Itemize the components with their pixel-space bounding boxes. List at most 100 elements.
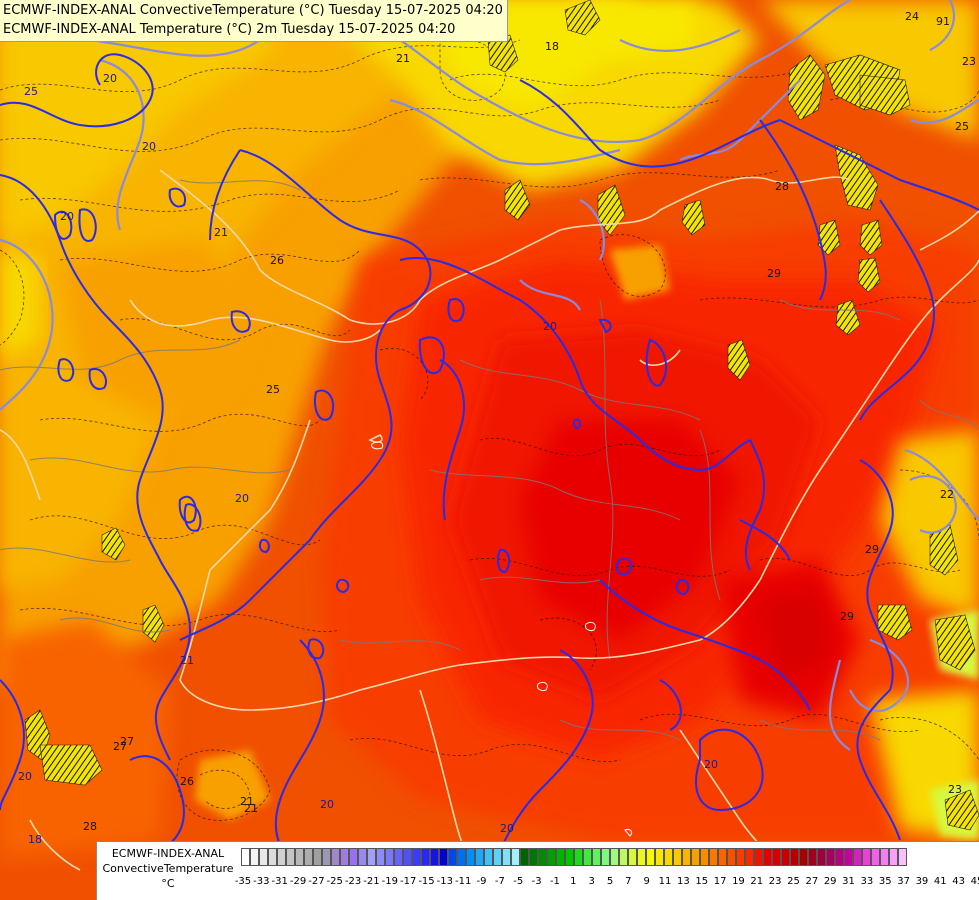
legend-tick: -23 bbox=[344, 876, 362, 887]
contour-label: 20 bbox=[704, 758, 718, 771]
legend-tick: 23 bbox=[768, 876, 782, 887]
legend-swatch bbox=[565, 848, 574, 866]
legend-tick: -21 bbox=[363, 876, 380, 887]
legend-swatch bbox=[439, 848, 448, 866]
legend-swatch bbox=[790, 848, 799, 866]
legend-swatch bbox=[880, 848, 889, 866]
legend-swatch bbox=[277, 848, 286, 866]
contour-label: 21 bbox=[244, 802, 258, 815]
legend-tick: -13 bbox=[436, 876, 454, 887]
contour-label: 25 bbox=[24, 85, 38, 98]
convective-temperature-dashed-contours bbox=[0, 37, 979, 821]
legend-tick: 13 bbox=[677, 876, 690, 887]
contour-label: 21 bbox=[214, 226, 228, 239]
map-title-line: ECMWF-INDEX-ANAL Temperature (°C) 2m Tue… bbox=[3, 22, 456, 37]
contour-label: 29 bbox=[840, 610, 854, 623]
legend-tick: -7 bbox=[494, 876, 505, 887]
legend-swatch bbox=[250, 848, 259, 866]
legend-swatch bbox=[268, 848, 277, 866]
legend-tick: 25 bbox=[787, 876, 800, 887]
legend-tick: -35 bbox=[234, 876, 252, 887]
legend-tick: -33 bbox=[253, 876, 270, 887]
legend-tick: -19 bbox=[381, 876, 398, 887]
legend-swatch bbox=[331, 848, 340, 866]
legend-swatch bbox=[394, 848, 403, 866]
contour-label: 20 bbox=[60, 210, 74, 223]
legend-tick: 21 bbox=[750, 876, 764, 887]
contour-label: 20 bbox=[543, 320, 557, 333]
legend-tick: 33 bbox=[860, 876, 874, 887]
contour-label: 28 bbox=[83, 820, 97, 833]
contour-label: 20 bbox=[235, 492, 249, 505]
country-borders bbox=[0, 169, 979, 871]
contour-label: 18 bbox=[28, 833, 42, 846]
contour-label: 20 bbox=[142, 140, 156, 153]
legend-tick: -1 bbox=[549, 876, 560, 887]
legend-swatch bbox=[610, 848, 619, 866]
contour-label: 29 bbox=[767, 267, 781, 280]
legend-tick: 43 bbox=[952, 876, 966, 887]
legend-swatch bbox=[349, 848, 358, 866]
contour-label: 28 bbox=[775, 180, 789, 193]
legend-tick: 17 bbox=[713, 876, 727, 887]
legend-tick: -31 bbox=[271, 876, 288, 887]
legend-swatch bbox=[835, 848, 844, 866]
legend-swatch bbox=[574, 848, 583, 866]
legend-swatch bbox=[376, 848, 385, 866]
legend-swatch bbox=[727, 848, 736, 866]
contour-label: 25 bbox=[266, 383, 280, 396]
small-white-contours bbox=[371, 441, 633, 837]
legend-swatch bbox=[817, 848, 826, 866]
legend-swatch bbox=[772, 848, 781, 866]
legend-swatch bbox=[673, 848, 682, 866]
legend-tick: 35 bbox=[878, 876, 892, 887]
temperature-2m-contours bbox=[0, 53, 979, 861]
contour-labels: 25 20 20 21 26 25 20 20 24 23 25 28 29 2… bbox=[18, 10, 976, 846]
legend-swatch bbox=[457, 848, 466, 866]
legend-swatch bbox=[286, 848, 295, 866]
admin-borders bbox=[0, 179, 979, 741]
legend-swatch bbox=[808, 848, 817, 866]
legend-swatch bbox=[646, 848, 655, 866]
contour-label: 29 bbox=[865, 543, 879, 556]
legend-swatch bbox=[502, 848, 511, 866]
map-title-line: ECMWF-INDEX-ANAL ConvectiveTemperature (… bbox=[3, 3, 503, 18]
contour-label: 21 bbox=[180, 654, 194, 667]
legend-swatch bbox=[313, 848, 322, 866]
legend-swatch bbox=[367, 848, 376, 866]
legend-swatch bbox=[799, 848, 808, 866]
color-legend: ECMWF-INDEX-ANAL ConvectiveTemperature °… bbox=[96, 841, 979, 900]
legend-swatch bbox=[655, 848, 664, 866]
legend-tick: 29 bbox=[823, 876, 837, 887]
legend-tick: 7 bbox=[625, 876, 632, 887]
contour-label: 27 bbox=[113, 740, 127, 753]
legend-swatch bbox=[259, 848, 268, 866]
legend-swatch bbox=[403, 848, 412, 866]
legend-tick: -27 bbox=[308, 876, 325, 887]
legend-swatch bbox=[241, 848, 250, 866]
legend-swatch bbox=[430, 848, 439, 866]
contour-label: 20 bbox=[500, 822, 514, 835]
legend-tick: -17 bbox=[399, 876, 417, 887]
legend-swatch bbox=[304, 848, 313, 866]
contour-label: 20 bbox=[320, 798, 334, 811]
contour-label: 25 bbox=[955, 120, 969, 133]
legend-tick: 9 bbox=[643, 876, 650, 887]
legend-tick: 41 bbox=[933, 876, 947, 887]
legend-swatch bbox=[889, 848, 898, 866]
legend-tick: -25 bbox=[326, 876, 343, 887]
legend-tick: -9 bbox=[476, 876, 487, 887]
legend-label-line: ECMWF-INDEX-ANAL bbox=[111, 847, 225, 860]
legend-swatch bbox=[547, 848, 556, 866]
legend-swatch bbox=[529, 848, 538, 866]
legend-swatch bbox=[637, 848, 646, 866]
legend-tick: 19 bbox=[732, 876, 745, 887]
hatched-convective-cells bbox=[24, 0, 979, 831]
contour-label: 21 bbox=[396, 52, 410, 65]
legend-tick: 31 bbox=[842, 876, 855, 887]
legend-swatch bbox=[763, 848, 772, 866]
legend-tick: 27 bbox=[805, 876, 819, 887]
